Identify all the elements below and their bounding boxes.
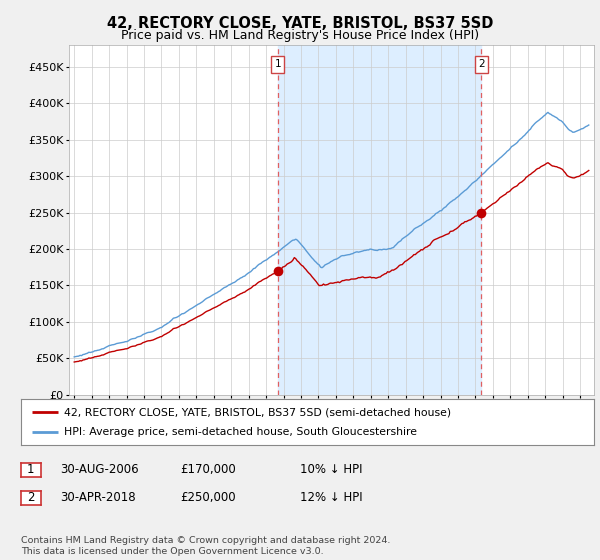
Text: 30-AUG-2006: 30-AUG-2006	[60, 463, 139, 476]
Text: £250,000: £250,000	[180, 491, 236, 504]
Bar	[278, 45, 481, 395]
Text: 2: 2	[478, 59, 485, 69]
Text: HPI: Average price, semi-detached house, South Gloucestershire: HPI: Average price, semi-detached house,…	[64, 427, 417, 437]
Text: 1: 1	[274, 59, 281, 69]
Text: 42, RECTORY CLOSE, YATE, BRISTOL, BS37 5SD: 42, RECTORY CLOSE, YATE, BRISTOL, BS37 5…	[107, 16, 493, 31]
Text: 30-APR-2018: 30-APR-2018	[60, 491, 136, 504]
Text: 1: 1	[27, 463, 35, 477]
Text: £170,000: £170,000	[180, 463, 236, 476]
Text: 12% ↓ HPI: 12% ↓ HPI	[300, 491, 362, 504]
Text: 42, RECTORY CLOSE, YATE, BRISTOL, BS37 5SD (semi-detached house): 42, RECTORY CLOSE, YATE, BRISTOL, BS37 5…	[64, 407, 451, 417]
Text: Contains HM Land Registry data © Crown copyright and database right 2024.
This d: Contains HM Land Registry data © Crown c…	[21, 536, 391, 556]
Text: 2: 2	[27, 491, 35, 505]
Text: 10% ↓ HPI: 10% ↓ HPI	[300, 463, 362, 476]
Text: Price paid vs. HM Land Registry's House Price Index (HPI): Price paid vs. HM Land Registry's House …	[121, 29, 479, 42]
